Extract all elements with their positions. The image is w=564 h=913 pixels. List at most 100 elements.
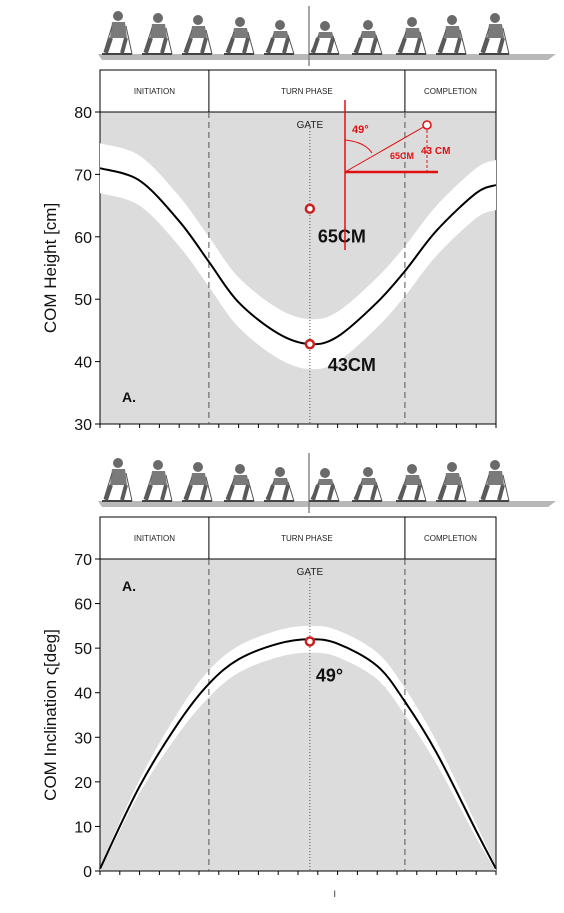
skier-body bbox=[190, 26, 207, 38]
snow-strip bbox=[98, 501, 556, 507]
skier-body bbox=[190, 473, 207, 485]
inset-hyp-label: 65CM bbox=[390, 151, 414, 161]
skier-body bbox=[317, 32, 334, 38]
skier-pole bbox=[205, 476, 213, 502]
skier-2 bbox=[142, 13, 173, 55]
skier-head bbox=[490, 460, 500, 470]
skier-body bbox=[110, 22, 127, 38]
skier-pole bbox=[419, 31, 427, 55]
skier-head bbox=[447, 15, 457, 25]
skier-body bbox=[360, 31, 377, 38]
skier-pole bbox=[225, 31, 235, 53]
y-tick-label: 40 bbox=[74, 686, 92, 703]
skier-legs bbox=[226, 37, 250, 54]
skier-6 bbox=[309, 21, 340, 55]
skier-pole bbox=[165, 27, 173, 55]
skier-head bbox=[447, 462, 457, 472]
skier-legs bbox=[104, 484, 128, 501]
skier-pole bbox=[459, 476, 467, 502]
skier-body bbox=[110, 469, 127, 485]
skier-body bbox=[232, 28, 249, 38]
skier-pole bbox=[287, 34, 295, 55]
skier-pole bbox=[353, 481, 363, 500]
skier-body bbox=[487, 24, 504, 38]
skier-head bbox=[235, 17, 245, 27]
skier-head bbox=[113, 11, 123, 21]
skier-body bbox=[272, 478, 289, 485]
skier-8 bbox=[396, 464, 427, 502]
skier-pole bbox=[247, 478, 255, 502]
sd-band bbox=[100, 625, 496, 871]
skier-5 bbox=[264, 467, 295, 502]
skier-7 bbox=[352, 467, 383, 502]
skier-pole bbox=[375, 481, 383, 502]
skier-body bbox=[487, 471, 504, 485]
annotation-label: 43CM bbox=[328, 355, 376, 375]
skier-head bbox=[153, 460, 163, 470]
y-tick-label: 80 bbox=[74, 105, 92, 122]
skier-head bbox=[275, 20, 285, 30]
skier-pole bbox=[459, 29, 467, 55]
skier-4 bbox=[224, 17, 255, 55]
skier-legs bbox=[311, 37, 335, 54]
skier-8 bbox=[396, 17, 427, 55]
skier-pole bbox=[143, 474, 153, 500]
skier-pole bbox=[397, 478, 407, 500]
skier-pole bbox=[125, 25, 133, 55]
skier-legs bbox=[266, 37, 290, 54]
plot-area bbox=[99, 111, 497, 425]
skier-head bbox=[363, 20, 373, 30]
skier-pole bbox=[287, 481, 295, 502]
skier-pole bbox=[310, 482, 320, 500]
snow-strip bbox=[98, 54, 556, 60]
skier-9 bbox=[436, 15, 467, 55]
gate-label: GATE bbox=[297, 120, 324, 131]
inset-hypotenuse bbox=[344, 124, 428, 173]
phase-label-turn-phase: TURN PHASE bbox=[281, 87, 333, 96]
skier-9 bbox=[436, 462, 467, 502]
skier-10 bbox=[479, 13, 510, 55]
skier-legs bbox=[481, 37, 505, 54]
skier-legs bbox=[481, 484, 505, 501]
annotation-marker bbox=[304, 636, 316, 647]
skier-pole bbox=[419, 478, 427, 502]
skier-head bbox=[490, 13, 500, 23]
y-tick-label: 10 bbox=[74, 819, 92, 836]
skier-body bbox=[360, 478, 377, 485]
skier-legs bbox=[266, 484, 290, 501]
skier-legs bbox=[311, 484, 335, 501]
skier-pole bbox=[205, 29, 213, 55]
skier-pole bbox=[225, 478, 235, 500]
skier-pole bbox=[332, 482, 340, 502]
skier-10 bbox=[479, 460, 510, 502]
y-tick-label: 70 bbox=[74, 167, 92, 184]
skier-head bbox=[320, 21, 330, 31]
skier-pole bbox=[265, 34, 275, 53]
y-tick-label: 70 bbox=[74, 552, 92, 569]
skier-pole bbox=[502, 474, 510, 502]
skier-3 bbox=[182, 15, 213, 55]
skier-legs bbox=[438, 484, 462, 501]
chart-com-height: INITIATION TURN PHASE COMPLETION GATE 30 40 50… bbox=[41, 69, 497, 434]
skier-pole bbox=[143, 27, 153, 53]
skier-legs bbox=[184, 484, 208, 501]
y-axis-label: COM Inclination ς[deg] bbox=[41, 629, 60, 801]
skier-head bbox=[320, 468, 330, 478]
y-tick-label: 30 bbox=[74, 730, 92, 747]
skier-legs bbox=[438, 37, 462, 54]
skier-pole bbox=[247, 31, 255, 55]
skier-head bbox=[193, 15, 203, 25]
skier-pole bbox=[183, 476, 193, 500]
y-axis-label: COM Height [cm] bbox=[41, 203, 60, 333]
skier-pole bbox=[437, 476, 447, 500]
skier-legs bbox=[104, 37, 128, 54]
annotation-marker bbox=[304, 203, 316, 214]
y-tick-label: 60 bbox=[74, 230, 92, 247]
skier-legs bbox=[144, 484, 168, 501]
y-tick-label: 50 bbox=[74, 641, 92, 658]
skier-pole bbox=[437, 29, 447, 53]
phase-label-completion: COMPLETION bbox=[424, 534, 477, 543]
skier-head bbox=[193, 462, 203, 472]
skier-head bbox=[113, 458, 123, 468]
